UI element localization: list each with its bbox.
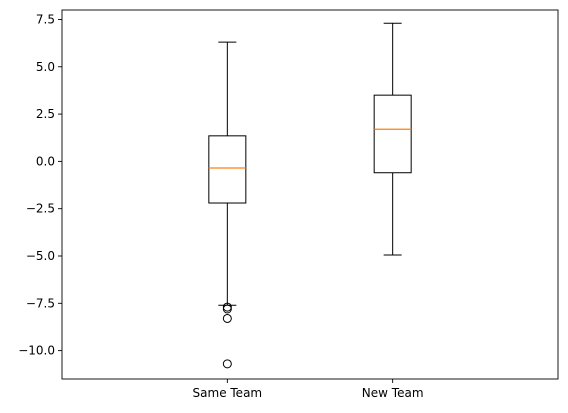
plot-area: 7.5 5.0 2.5 0.0 −2.5 −5.0 −7.5 −10.0 Same Team Ne… [18, 9, 559, 400]
x-tick-label: New Team [362, 386, 424, 400]
y-tick-label: 7.5 [36, 12, 55, 26]
y-tick-label: 0.0 [36, 154, 55, 168]
y-tick-label: 2.5 [36, 107, 55, 121]
axes-frame [61, 9, 559, 380]
outlier-point [222, 359, 232, 369]
y-tick-label: 5.0 [36, 60, 55, 74]
y-tick-label: −7.5 [26, 296, 55, 310]
outlier-point [222, 313, 232, 323]
y-tick-label: −2.5 [26, 202, 55, 216]
y-tick-label: −5.0 [26, 249, 55, 263]
outlier-point [222, 304, 232, 314]
x-tick-label: Same Team [193, 386, 263, 400]
y-tick-label: −10.0 [18, 344, 55, 358]
box-iqr [208, 135, 247, 204]
box-iqr [373, 94, 412, 174]
